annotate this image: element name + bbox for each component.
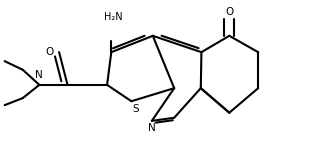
Text: S: S bbox=[132, 104, 139, 114]
Text: N: N bbox=[35, 70, 43, 80]
Text: O: O bbox=[225, 7, 233, 17]
Text: N: N bbox=[148, 123, 156, 133]
Text: H₂N: H₂N bbox=[104, 12, 122, 22]
Text: O: O bbox=[45, 47, 54, 57]
